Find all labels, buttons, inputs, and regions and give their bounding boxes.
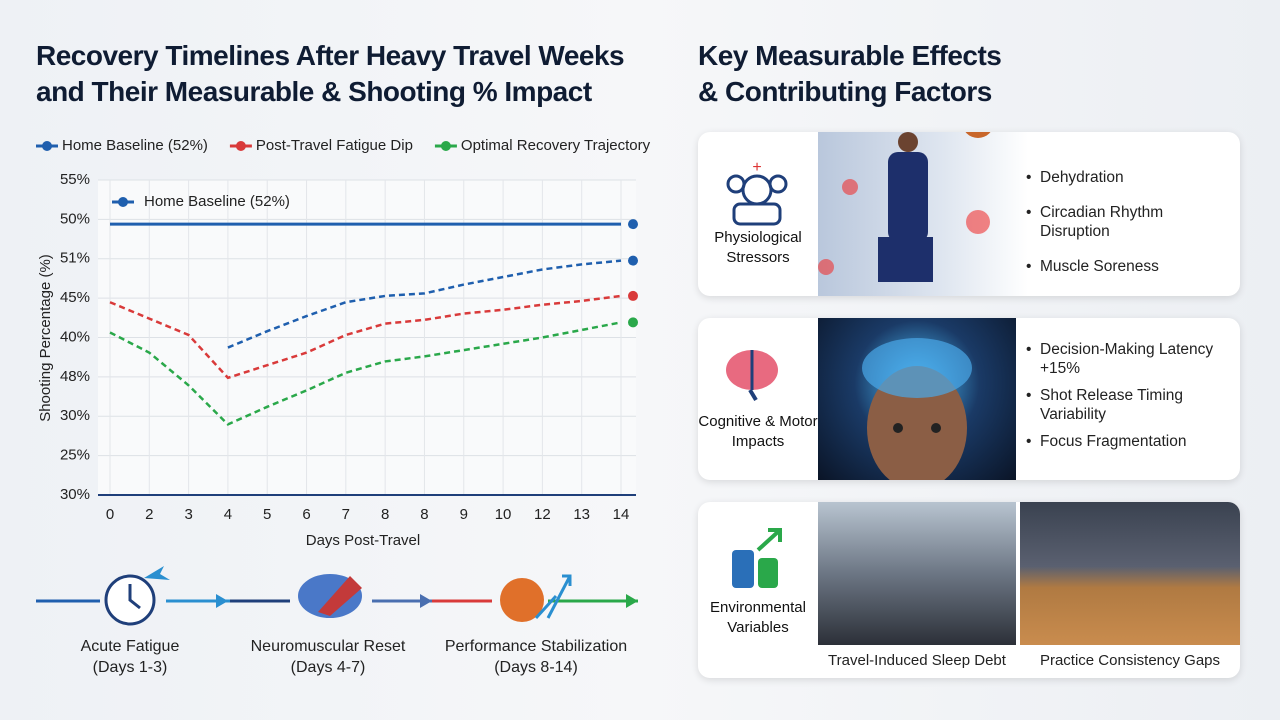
chart: 55% 50% 51% 45% 40% 48% 30% 25% 30% 0 2 3 4 5 6 7 8 8 9 10 1… bbox=[36, 137, 651, 626]
brain-image bbox=[818, 318, 1016, 480]
end-marker bbox=[628, 219, 638, 230]
x-tick-label: 5 bbox=[263, 506, 271, 523]
x-tick-label: 10 bbox=[495, 506, 512, 523]
y-tick-label: 30% bbox=[60, 486, 90, 503]
icon bbox=[732, 528, 782, 588]
phase-name: Neuromuscular Reset bbox=[250, 638, 406, 655]
legend-dot bbox=[42, 141, 52, 151]
bullet: Circadian Rhythm Disruption bbox=[1026, 203, 1236, 241]
x-tick-label: 9 bbox=[460, 506, 468, 523]
ball-icon bbox=[500, 578, 544, 622]
series-line bbox=[109, 294, 622, 380]
title-line: & Contributing Factors bbox=[698, 76, 992, 107]
bullet: Dehydration bbox=[1026, 168, 1236, 187]
card: + Physiological Stressors Dehydration Ci… bbox=[698, 132, 1240, 296]
timeline-arrow bbox=[420, 594, 432, 608]
x-tick-label: 13 bbox=[573, 506, 590, 523]
right-title: Key Measurable Effects & Contributing Fa… bbox=[698, 38, 1002, 110]
card: Cognitive & Motor Impacts Decision-Makin… bbox=[698, 318, 1240, 480]
muscle-icon bbox=[318, 576, 362, 616]
bullets: Dehydration Circadian Rhythm Disruption … bbox=[1026, 168, 1236, 284]
series-line bbox=[227, 259, 622, 349]
phase-days: (Days 1-3) bbox=[92, 659, 168, 676]
x-tick-label: 14 bbox=[613, 506, 630, 523]
y-tick-label: 45% bbox=[60, 289, 90, 306]
plane-icon bbox=[144, 566, 170, 580]
timeline-arrow bbox=[626, 594, 638, 608]
phase: Acute Fatigue (Days 1-3) bbox=[20, 636, 240, 678]
phase-days: (Days 8-14) bbox=[494, 659, 578, 676]
end-marker bbox=[628, 317, 638, 328]
x-tick-label: 0 bbox=[106, 506, 114, 523]
y-tick-label: 40% bbox=[60, 328, 90, 345]
y-tick-label: 30% bbox=[60, 407, 90, 424]
x-tick-label: 3 bbox=[184, 506, 192, 523]
series-line bbox=[109, 321, 622, 426]
athlete-image bbox=[818, 132, 1028, 296]
svg-text:+: + bbox=[752, 160, 761, 176]
legend-label: Optimal Recovery Trajectory bbox=[461, 137, 651, 154]
card-label: Cognitive & Motor Impacts bbox=[698, 413, 818, 450]
y-tick-label: 25% bbox=[60, 447, 90, 464]
annotation: Home Baseline (52%) bbox=[144, 193, 290, 210]
legend-dot bbox=[235, 141, 246, 151]
caption: Travel-Induced Sleep Debt bbox=[828, 652, 1006, 669]
trend-icon bbox=[534, 574, 572, 620]
card-label: Environmental Variables bbox=[710, 599, 806, 636]
title-line: Key Measurable Effects bbox=[698, 40, 1002, 71]
bullet: Focus Fragmentation bbox=[1026, 432, 1226, 451]
bullet: Muscle Soreness bbox=[1026, 257, 1236, 276]
y-tick-label: 48% bbox=[60, 368, 90, 385]
phase-name: Acute Fatigue bbox=[80, 638, 180, 655]
title-line: Recovery Timelines After Heavy Travel We… bbox=[36, 40, 625, 71]
end-marker bbox=[628, 290, 638, 301]
crowd-image bbox=[818, 502, 1016, 645]
legend-dot bbox=[440, 141, 451, 151]
legend-label: Home Baseline (52%) bbox=[62, 137, 208, 154]
x-tick-label: 8 bbox=[381, 506, 389, 523]
x-tick-label: 4 bbox=[224, 506, 232, 523]
bullets: Decision-Making Latency +15% Shot Releas… bbox=[1026, 340, 1226, 459]
phase-days: (Days 4-7) bbox=[290, 659, 366, 676]
legend-label: Post-Travel Fatigue Dip bbox=[256, 137, 413, 154]
bullet: Shot Release Timing Variability bbox=[1026, 386, 1226, 424]
x-tick-label: 6 bbox=[302, 506, 310, 523]
card: Environmental Variables Travel-Induced S… bbox=[698, 502, 1240, 678]
title: Recovery Timelines After Heavy Travel We… bbox=[36, 38, 625, 110]
title-line: and Their Measurable & Shooting % Impact bbox=[36, 76, 592, 107]
phase: Performance Stabilization (Days 8-14) bbox=[426, 636, 646, 678]
icon bbox=[726, 350, 778, 402]
annotation-dot bbox=[118, 197, 128, 207]
y-tick-label: 50% bbox=[60, 210, 90, 227]
phase-name: Performance Stabilization bbox=[444, 638, 628, 655]
phase: Neuromuscular Reset (Days 4-7) bbox=[218, 636, 438, 678]
card-label: Physiological Stressors bbox=[714, 229, 802, 266]
bullet: Decision-Making Latency +15% bbox=[1026, 340, 1226, 378]
x-tick-label: 8 bbox=[420, 506, 428, 523]
y-tick-label: 55% bbox=[60, 171, 90, 188]
x-tick-label: 12 bbox=[534, 506, 551, 523]
x-axis-label: Days Post-Travel bbox=[306, 532, 420, 549]
x-tick-label: 2 bbox=[145, 506, 153, 523]
timeline-arrow bbox=[216, 594, 228, 608]
y-axis-label: Shooting Percentage (%) bbox=[37, 254, 54, 422]
court-image bbox=[1020, 502, 1240, 645]
end-marker bbox=[628, 255, 638, 266]
caption: Practice Consistency Gaps bbox=[1039, 652, 1221, 669]
clock-hands bbox=[128, 584, 141, 610]
x-tick-label: 7 bbox=[342, 506, 350, 523]
y-tick-label: 51% bbox=[60, 250, 90, 267]
icon: + bbox=[726, 160, 788, 226]
